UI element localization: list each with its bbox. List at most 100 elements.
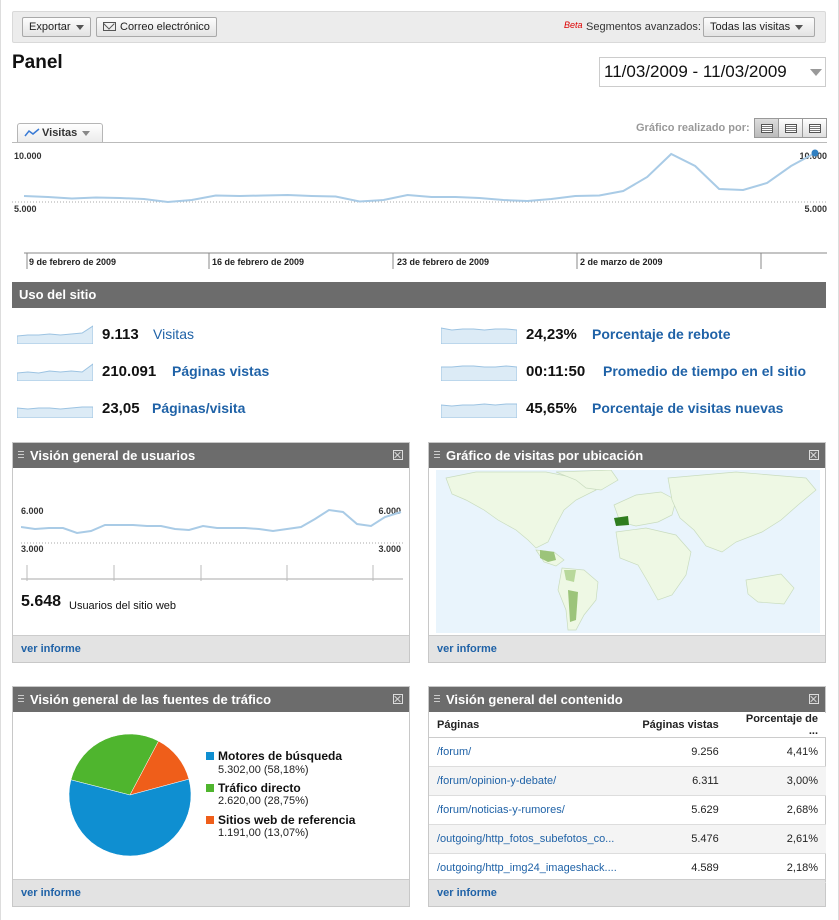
graph-type-motion-button[interactable]: [778, 118, 803, 138]
drag-handle-icon[interactable]: [18, 451, 24, 460]
percentage-cell: 4,41%: [726, 737, 826, 767]
legend-item-direct[interactable]: Tráfico directo: [206, 781, 301, 795]
sparkline-new-visits: [441, 403, 517, 418]
legend-label: Tráfico directo: [218, 781, 301, 795]
segments-select[interactable]: Todas las visitas: [703, 17, 815, 37]
page-link[interactable]: /forum/opinion-y-debate/: [429, 766, 625, 796]
legend-detail: 5.302,00 (58,18%): [218, 764, 309, 776]
pageviews-cell: 6.311: [624, 766, 727, 796]
beta-badge: Beta: [564, 20, 583, 30]
sparkline-pages-per-visit: [17, 406, 93, 418]
metric-value-avg-time: 00:11:50: [526, 363, 586, 380]
table-row: /forum/noticias-y-rumores/ 5.629 2,68%: [429, 795, 826, 825]
chevron-down-icon: [75, 24, 84, 30]
export-button[interactable]: Exportar: [22, 17, 91, 37]
table-header-row: Páginas Páginas vistas Porcentaje de ...: [429, 713, 826, 738]
x-ticks: [26, 565, 374, 581]
drag-handle-icon[interactable]: [434, 695, 440, 704]
sparkline-area: [441, 327, 517, 344]
column-header-pageviews[interactable]: Páginas vistas: [624, 713, 727, 738]
view-report-link[interactable]: ver informe: [13, 879, 409, 906]
metric-link-new-visits[interactable]: Porcentaje de visitas nuevas: [592, 400, 784, 416]
sparkline-area: [441, 365, 517, 381]
legend-item-search[interactable]: Motores de búsqueda: [206, 749, 342, 763]
location-map-widget: Gráfico de visitas por ubicación ver inf…: [428, 442, 826, 663]
widget-header[interactable]: Gráfico de visitas por ubicación: [429, 443, 825, 468]
date-range-picker[interactable]: 11/03/2009 - 11/03/2009: [599, 57, 826, 87]
percentage-cell: 2,68%: [726, 795, 826, 825]
widget-header[interactable]: Visión general de las fuentes de tráfico: [13, 687, 409, 712]
metric-value-visits: 9.113: [102, 326, 139, 343]
envelope-icon: [103, 21, 116, 31]
metric-value-pages-per-visit: 23,05: [102, 400, 140, 417]
table-row: /forum/opinion-y-debate/ 6.311 3,00%: [429, 766, 826, 796]
page-link[interactable]: /forum/noticias-y-rumores/: [429, 795, 625, 825]
metric-link-bounce-rate[interactable]: Porcentaje de rebote: [592, 326, 731, 342]
legend-label: Sitios web de referencia: [218, 813, 356, 827]
legend-swatch: [206, 816, 214, 824]
sparkline-avg-time: [441, 365, 517, 381]
email-button[interactable]: Correo electrónico: [96, 17, 217, 37]
users-overview-widget: Visión general de usuarios 6.000 6.000 3…: [12, 442, 410, 663]
site-usage-header: Uso del sitio: [12, 282, 826, 308]
widget-header[interactable]: Visión general del contenido: [429, 687, 825, 712]
greenland: [555, 470, 619, 491]
page-link[interactable]: /forum/: [429, 737, 625, 767]
australia: [745, 573, 795, 605]
page-link[interactable]: /outgoing/http_fotos_subefotos_co...: [429, 824, 625, 854]
metric-value-new-visits: 45,65%: [526, 400, 577, 417]
pie-slice-search[interactable]: [68, 778, 192, 857]
widget-title: Visión general del contenido: [446, 692, 623, 707]
continents: [445, 470, 817, 631]
table-row: /forum/ 9.256 4,41%: [429, 737, 826, 767]
users-line-plot: [21, 508, 403, 581]
drag-handle-icon[interactable]: [434, 451, 440, 460]
close-icon[interactable]: [393, 450, 403, 460]
graph-type-timeline-button[interactable]: [754, 118, 779, 138]
legend-swatch: [206, 752, 214, 760]
page-link[interactable]: /outgoing/http_img24_imageshack....: [429, 853, 625, 883]
world-map: [436, 470, 820, 633]
metric-link-pages-per-visit[interactable]: Páginas/visita: [152, 400, 246, 416]
region-argentina: [568, 590, 578, 622]
last-point-marker[interactable]: [811, 149, 819, 157]
motion-chart-icon: [785, 124, 797, 133]
x-date-label: 23 de febrero de 2009: [397, 257, 490, 267]
south-america: [557, 567, 599, 631]
column-header-percentage[interactable]: Porcentaje de ...: [726, 713, 826, 738]
x-date-label: 9 de febrero de 2009: [29, 257, 117, 267]
legend-item-referral[interactable]: Sitios web de referencia: [206, 813, 355, 827]
y-axis-mid-left: 3.000: [21, 544, 44, 554]
metric-link-visits[interactable]: Visitas: [153, 326, 194, 342]
region-mexico: [540, 550, 556, 562]
metric-tab-visits[interactable]: Visitas: [17, 123, 103, 143]
drag-handle-icon[interactable]: [18, 695, 24, 704]
sparkline-area: [17, 406, 93, 418]
segments-label: Segmentos avanzados:: [586, 21, 701, 33]
date-range-value: 11/03/2009 - 11/03/2009: [604, 62, 787, 81]
pie-slice-direct[interactable]: [70, 733, 159, 796]
view-report-link[interactable]: ver informe: [13, 635, 409, 662]
close-icon[interactable]: [393, 694, 403, 704]
table-icon: [809, 124, 821, 133]
top-toolbar: Exportar Correo electrónico Beta Segment…: [12, 11, 826, 43]
column-header-pages[interactable]: Páginas: [429, 713, 625, 738]
sparkline-bounce-rate: [441, 327, 517, 344]
users-total: 5.648: [21, 593, 62, 610]
metric-link-avg-time[interactable]: Promedio de tiempo en el sitio: [603, 363, 807, 379]
legend-swatch: [206, 784, 214, 792]
segments-value: Todas las visitas: [710, 21, 791, 33]
legend-label: Motores de búsqueda: [218, 749, 343, 763]
legend-detail: 2.620,00 (28,75%): [218, 795, 309, 807]
asia: [667, 471, 817, 553]
metric-link-pageviews[interactable]: Páginas vistas: [172, 363, 270, 379]
view-report-link[interactable]: ver informe: [429, 879, 825, 906]
widget-header[interactable]: Visión general de usuarios: [13, 443, 409, 468]
africa: [615, 527, 692, 601]
view-report-link[interactable]: ver informe: [429, 635, 825, 662]
close-icon[interactable]: [809, 450, 819, 460]
graph-type-table-button[interactable]: [802, 118, 827, 138]
visits-over-time-chart: 10.000 10.000 5.000 5.000 9 de febrero d…: [12, 142, 827, 269]
line-chart-icon: [24, 128, 40, 137]
close-icon[interactable]: [809, 694, 819, 704]
